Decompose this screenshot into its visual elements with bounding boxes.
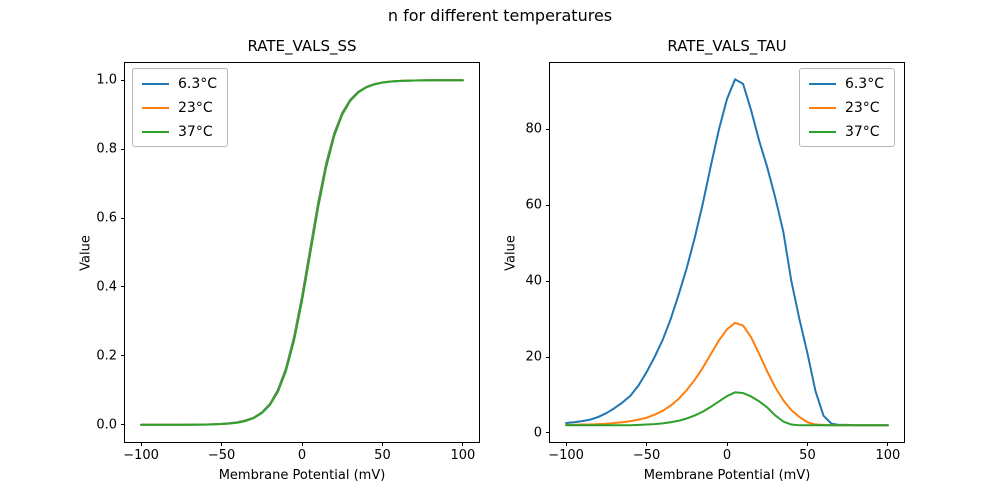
series-line-37C [140, 79, 464, 426]
axes-title-tau: RATE_VALS_TAU [667, 37, 787, 55]
plot-area-tau [550, 63, 904, 442]
y-tick-mark [546, 432, 550, 434]
x-tick-label: 0 [722, 448, 732, 463]
x-tick-mark [221, 442, 223, 446]
y-tick-mark [121, 217, 125, 219]
x-tick-label: 50 [374, 448, 391, 463]
series-line-6.3C [565, 78, 889, 427]
y-tick-label: 0.6 [96, 210, 117, 226]
y-tick-label: 0.8 [96, 141, 117, 157]
legend-label: 37°C [178, 123, 213, 140]
legend-line-swatch [142, 82, 169, 85]
x-tick-mark [887, 442, 889, 446]
legend-label: 6.3°C [178, 75, 218, 92]
legend-entry: 6.3°C [808, 75, 884, 92]
y-tick-mark [121, 286, 125, 288]
legend-entry: 23°C [808, 99, 884, 116]
y-tick-label: 80 [525, 121, 542, 137]
x-tick-label: −50 [632, 448, 661, 463]
x-tick-label: −100 [548, 448, 584, 463]
x-tick-mark [140, 442, 142, 446]
x-tick-mark [462, 442, 464, 446]
series-line-37C [565, 391, 889, 427]
x-tick-mark [806, 442, 808, 446]
x-tick-mark [565, 442, 567, 446]
legend-label: 23°C [844, 99, 880, 116]
x-axis-label-tau: Membrane Potential (mV) [643, 468, 811, 483]
axes-rate-vals-tau: RATE_VALS_TAU 6.3°C 23°C 37°C Membrane Pot… [504, 38, 905, 483]
legend-line-swatch [142, 130, 169, 133]
y-tick-label: 0.4 [96, 279, 117, 295]
plot-canvas [140, 79, 464, 426]
y-tick-mark [546, 204, 550, 206]
y-tick-mark [546, 356, 550, 358]
y-tick-label: 60 [525, 197, 542, 213]
legend-label: 37°C [844, 123, 880, 140]
x-axis-label-ss: Membrane Potential (mV) [218, 468, 386, 483]
legend-ss: 6.3°C 23°C 37°C [132, 68, 229, 147]
x-tick-label: −100 [123, 448, 159, 463]
y-tick-mark [121, 79, 125, 81]
figure-suptitle: n for different temperatures [387, 6, 613, 25]
y-tick-label: 0.2 [96, 348, 117, 364]
y-tick-mark [121, 355, 125, 357]
y-tick-label: 1.0 [96, 72, 117, 88]
series-line-23C [565, 321, 889, 427]
x-tick-mark [301, 442, 303, 446]
y-axis-label-ss: Value [78, 234, 94, 271]
y-tick-label: 0.0 [96, 417, 117, 433]
axes-title-ss: RATE_VALS_SS [247, 37, 357, 55]
legend-label: 23°C [178, 99, 213, 116]
plot-area-ss [125, 63, 479, 442]
legend-entry: 6.3°C [142, 75, 217, 92]
y-tick-label: 0 [533, 425, 542, 441]
legend-entry: 23°C [142, 99, 217, 116]
x-tick-mark [726, 442, 728, 446]
y-tick-mark [121, 148, 125, 150]
x-tick-label: 100 [450, 448, 476, 463]
axes-rate-vals-ss: RATE_VALS_SS 6.3°C 23°C 37°C Membrane Pote… [79, 38, 480, 483]
legend-line-swatch [808, 82, 836, 85]
legend-tau: 6.3°C 23°C 37°C [798, 68, 895, 147]
x-tick-mark [646, 442, 648, 446]
y-tick-label: 40 [525, 273, 542, 289]
legend-label: 6.3°C [844, 75, 884, 92]
legend-line-swatch [142, 106, 169, 109]
x-tick-label: 50 [799, 448, 816, 463]
legend-entry: 37°C [142, 123, 217, 140]
x-tick-label: 0 [297, 448, 307, 463]
y-axis-label-tau: Value [503, 234, 519, 271]
y-tick-mark [546, 280, 550, 282]
x-tick-label: −50 [207, 448, 236, 463]
legend-line-swatch [808, 106, 836, 109]
y-tick-mark [121, 424, 125, 426]
legend-line-swatch [808, 130, 836, 133]
x-tick-label: 100 [875, 448, 901, 463]
x-tick-mark [381, 442, 383, 446]
legend-entry: 37°C [808, 123, 884, 140]
y-tick-label: 20 [525, 349, 542, 365]
plot-canvas [565, 78, 889, 427]
y-tick-mark [546, 128, 550, 130]
